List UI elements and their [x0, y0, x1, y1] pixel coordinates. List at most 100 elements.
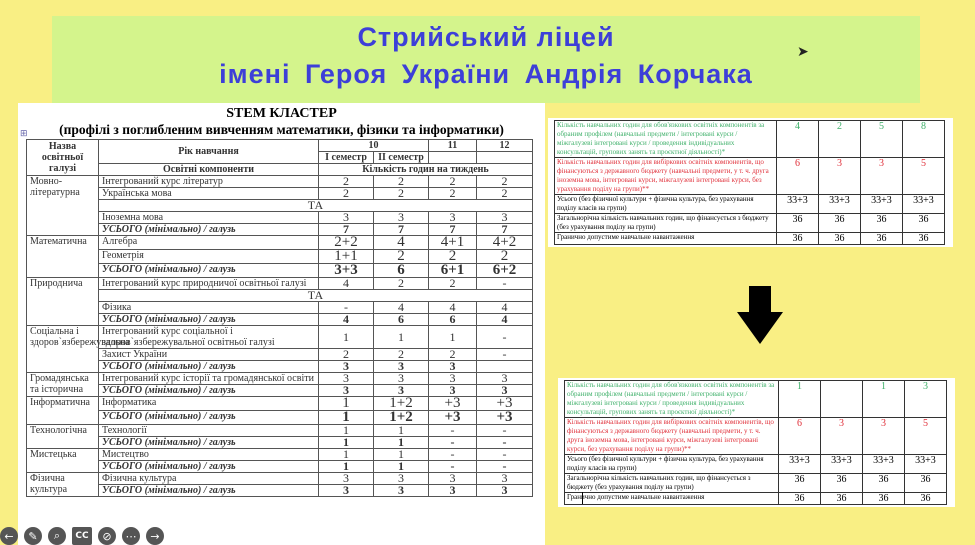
hours-value: 1 — [342, 409, 350, 425]
hours-value: 1 — [398, 435, 404, 449]
hours-cell: 3 — [476, 372, 533, 385]
hours-cell: 2 — [373, 187, 429, 200]
subject-name: Мистецтво — [98, 448, 319, 461]
hours-cell: 4 — [318, 276, 374, 290]
summary-row: Кількість навчальних годин для вибіркови… — [554, 157, 945, 195]
subject-name: Українська мова — [98, 187, 319, 200]
hours-value: 3 — [343, 471, 349, 485]
table-row: Соціальна і здоров`язбережувальна Інтегро… — [26, 325, 533, 373]
hours-value: 3 — [501, 483, 508, 497]
hours-cell: 1 — [318, 447, 374, 461]
hours-value: +3 — [444, 409, 461, 425]
hours-value: 6 — [397, 262, 405, 278]
hours-value: 3 — [449, 483, 456, 497]
table-move-handle-icon[interactable]: ⊞ — [20, 129, 28, 139]
hours-value: 3 — [398, 371, 404, 385]
hours-cell: 2 — [476, 249, 533, 264]
curriculum-document: STEM КЛАСТЕР (профілі з поглибленим вивч… — [18, 103, 545, 545]
total-row: УСЬОГО (мінімально) / галузь 3+3 6 6+1 6+2 — [27, 262, 533, 278]
hours-cell: 3 — [428, 210, 477, 224]
captions-icon[interactable]: CC — [72, 527, 92, 545]
hours-cell: 2 — [428, 277, 477, 290]
hours-cell: +3 — [476, 410, 533, 425]
hours-cell: +3 — [476, 395, 533, 411]
summary-value: 1 — [778, 380, 821, 418]
hours-cell: 1 — [318, 325, 374, 349]
hours-value: 3 — [398, 483, 404, 497]
subject-name: УСЬОГО (мінімально) / галузь — [98, 436, 319, 449]
pointer-off-icon[interactable]: ⊘ — [98, 527, 116, 545]
hours-value: - — [502, 329, 507, 344]
next-icon[interactable]: → — [146, 527, 164, 545]
hours-value: 4 — [343, 276, 349, 290]
table-row: Громадянська та історична Інтегрований ку… — [26, 371, 533, 397]
hours-value: 2 — [449, 186, 456, 200]
hours-value: - — [502, 435, 507, 449]
subject-name: УСЬОГО (мінімально) / галузь — [98, 263, 319, 278]
hours-value: 4 — [343, 312, 349, 326]
hours-value: 4 — [501, 312, 508, 326]
hours-value: 4 — [501, 300, 508, 314]
hours-value: 1 — [342, 395, 350, 411]
school-name: Стрийський ліцей — [357, 22, 615, 52]
hours-value: 3 — [449, 471, 456, 485]
header-grade-10: 10 — [318, 139, 429, 152]
hours-cell: 2 — [476, 174, 533, 188]
summary-value: 8 — [902, 120, 945, 158]
subject-name: УСЬОГО (мінімально) / галузь — [98, 360, 319, 373]
total-row: УСЬОГО (мінімально) / галузь 3 3 3 — [27, 359, 533, 373]
hours-value: - — [450, 435, 455, 449]
total-row: УСЬОГО (мінімально) / галузь 3 3 3 3 — [27, 384, 533, 397]
area-name: Мовно-літературна — [26, 175, 99, 236]
total-row: УСЬОГО (мінімально) / галузь 3 3 3 3 — [27, 483, 533, 497]
hours-value: 2 — [501, 174, 508, 188]
hours-value: 4 — [398, 300, 404, 314]
hours-value: - — [502, 347, 507, 361]
summary-value: 6 — [776, 157, 819, 195]
hours-value: 2 — [449, 347, 456, 361]
table-row: Мовно-літературна Інтегрований курс літер… — [26, 174, 533, 236]
hours-cell: 3 — [476, 211, 533, 224]
hours-value: 1 — [343, 423, 349, 437]
hours-cell: 3 — [318, 484, 374, 497]
hours-value: 2 — [501, 186, 508, 200]
hours-value: 3 — [398, 471, 404, 485]
hours-cell: 2 — [373, 174, 429, 188]
hours-cell: - — [476, 424, 533, 437]
summary-label: Гранично допустиме навчальне навантаженн… — [564, 492, 779, 505]
hours-cell: - — [428, 448, 477, 461]
hours-value: 6+1 — [440, 262, 465, 278]
hours-cell: - — [476, 435, 533, 449]
hours-value: 4+1 — [440, 234, 465, 250]
zoom-icon[interactable]: ⌕ — [48, 527, 66, 545]
subject-name: УСЬОГО (мінімально) / галузь — [98, 384, 319, 397]
hours-value: 2 — [398, 174, 404, 188]
summary-value: 33+3 — [902, 194, 945, 214]
hours-cell: 2 — [476, 186, 533, 200]
subject-name: УСЬОГО (мінімально) / галузь — [98, 484, 319, 497]
hours-value: 2 — [398, 347, 404, 361]
hours-value: +3 — [496, 395, 513, 411]
hours-cell: 2 — [318, 175, 374, 188]
hours-value: 2 — [398, 276, 404, 290]
hours-value: - — [450, 459, 455, 473]
hours-value: 1 — [343, 447, 349, 461]
table-row: Фізична культура Фізична культура 3 3 3 3 — [26, 471, 533, 497]
hours-cell: 2+2 — [318, 235, 374, 250]
hours-value: 3 — [343, 359, 349, 373]
hours-value: 2 — [397, 248, 405, 264]
more-icon[interactable]: ⋯ — [122, 527, 140, 545]
summary-value: 33+3 — [820, 454, 863, 474]
back-icon[interactable]: ← — [0, 527, 18, 545]
hours-cell: 2 — [318, 187, 374, 200]
hours-value: 3 — [449, 210, 456, 224]
subject-name: УСЬОГО (мінімально) / галузь — [98, 223, 319, 236]
table-row: Математична Алгебра 2+2 4 4+1 4+2 — [26, 234, 533, 278]
pen-icon[interactable]: ✎ — [24, 527, 42, 545]
hours-cell: - — [476, 347, 533, 361]
summary-value: 6 — [778, 417, 821, 455]
hours-value: 3 — [398, 359, 404, 373]
summary-row: Загальнорічна кількість навчальних годин… — [554, 213, 945, 233]
school-dedication: імені Героя України Андрія Корчака — [219, 59, 753, 89]
summary-value: 36 — [902, 232, 945, 245]
